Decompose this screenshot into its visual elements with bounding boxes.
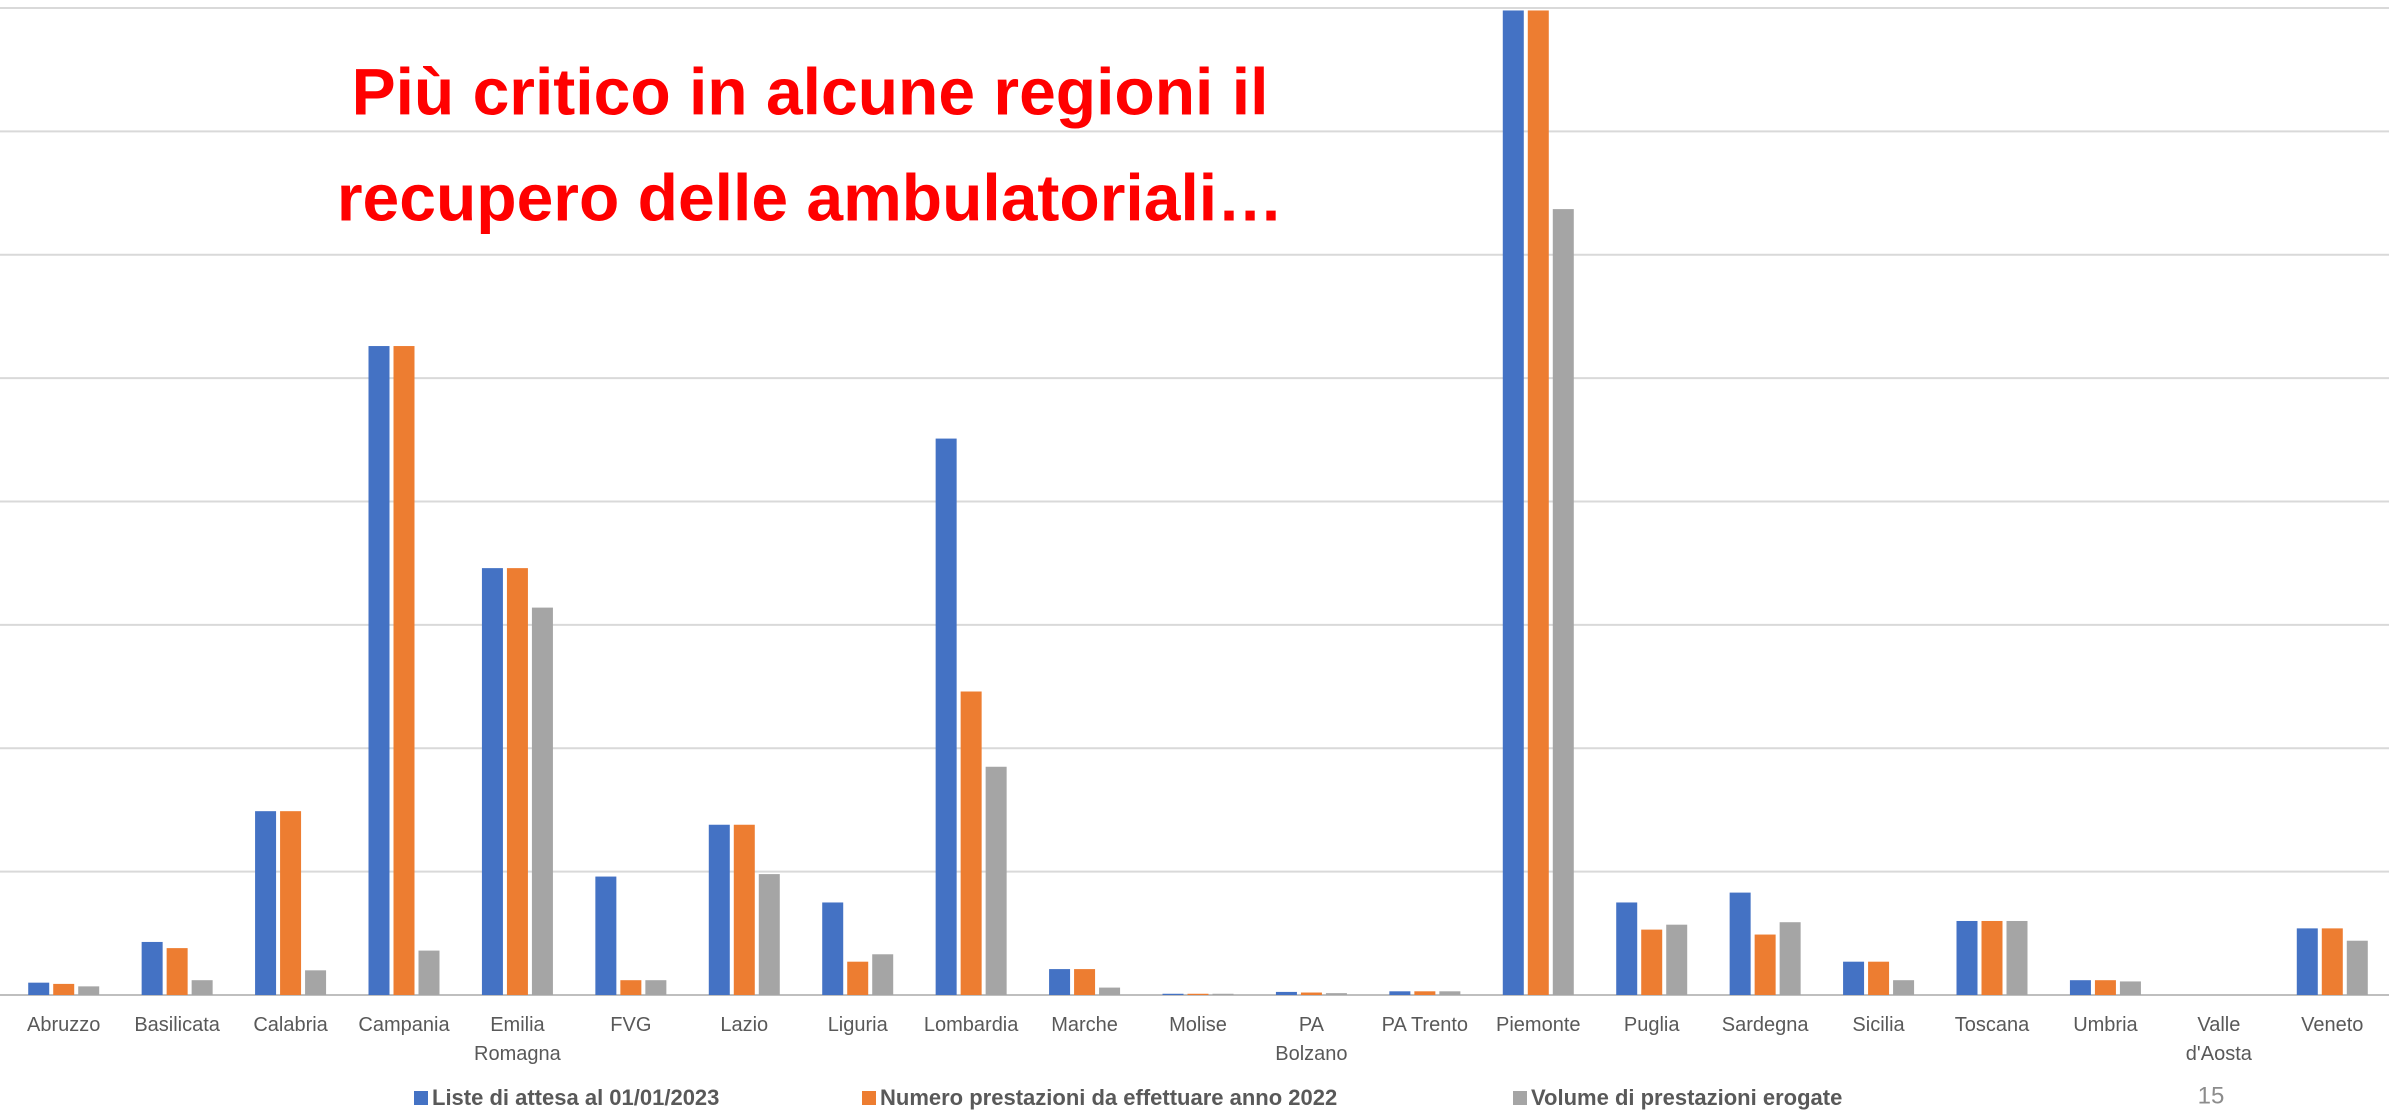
- bar: [78, 986, 100, 995]
- title-line: recupero delle ambulatoriali…: [337, 160, 1283, 234]
- bar: [255, 811, 277, 995]
- x-tick-label: Campania: [358, 1014, 450, 1036]
- bar: [1389, 991, 1411, 995]
- bar: [1893, 980, 1915, 995]
- bar: [1502, 10, 1524, 995]
- bar: [2094, 980, 2116, 995]
- bar: [1414, 991, 1436, 995]
- bar: [595, 876, 617, 995]
- bar: [53, 983, 75, 995]
- x-tick-label: Molise: [1169, 1014, 1227, 1036]
- bar: [985, 766, 1007, 995]
- bar: [847, 961, 869, 995]
- x-tick-label: Sicilia: [1852, 1014, 1905, 1036]
- x-tick-label: Lazio: [720, 1014, 769, 1036]
- x-tick-label: Sardegna: [1721, 1014, 1809, 1036]
- bar: [1527, 10, 1549, 995]
- bar: [2119, 981, 2141, 995]
- x-tick-label: Calabria: [253, 1014, 328, 1036]
- bar: [1666, 924, 1688, 995]
- bar: [1439, 991, 1461, 995]
- legend-label: Volume di prestazioni erogate: [1531, 1085, 1842, 1110]
- bar: [1868, 961, 1890, 995]
- bar: [1212, 993, 1234, 995]
- x-tick-label: Abruzzo: [27, 1014, 101, 1036]
- bar: [368, 346, 390, 995]
- bar: [280, 811, 302, 995]
- bar: [305, 970, 327, 995]
- bar: [1325, 993, 1347, 995]
- bar: [1074, 969, 1096, 995]
- bar: [1956, 920, 1978, 995]
- title-line: Più critico in alcune regioni il: [352, 54, 1269, 128]
- bar: [872, 954, 894, 995]
- x-tick-label: Puglia: [1623, 1014, 1680, 1036]
- bar: [1099, 987, 1121, 995]
- bar: [191, 980, 213, 995]
- x-tick-label: Veneto: [2301, 1014, 2364, 1036]
- bar: [141, 941, 163, 995]
- x-tick-label: Marche: [1051, 1014, 1118, 1036]
- x-tick-label: Liguria: [827, 1014, 888, 1036]
- bar: [2321, 928, 2343, 995]
- bar: [1616, 902, 1638, 995]
- x-tick-label: FVG: [610, 1014, 652, 1036]
- legend-label: Liste di attesa al 01/01/2023: [432, 1085, 719, 1110]
- bar: [645, 980, 667, 995]
- bar: [1843, 961, 1865, 995]
- legend-swatch: [862, 1091, 876, 1105]
- x-tick-label: Piemonte: [1496, 1014, 1581, 1036]
- x-tick-label: PA Bolzano: [1275, 1014, 1348, 1065]
- legend-swatch: [414, 1091, 428, 1105]
- bar: [393, 346, 415, 995]
- legend-swatch: [1513, 1091, 1527, 1105]
- bar: [1187, 993, 1209, 995]
- bar: [506, 568, 528, 995]
- x-tick-label: Umbria: [2073, 1014, 2138, 1036]
- bar: [2006, 920, 2028, 995]
- x-tick-label: Valle d'Aosta: [2185, 1014, 2252, 1065]
- bar: [418, 950, 440, 995]
- bar: [758, 874, 780, 995]
- bar: [1552, 209, 1574, 995]
- bar: [2346, 940, 2368, 995]
- bar: [2069, 980, 2091, 995]
- x-tick-label: Toscana: [1954, 1014, 2030, 1036]
- bar: [620, 980, 642, 995]
- page-number: 15: [2198, 1082, 2225, 1109]
- bar: [1049, 969, 1071, 995]
- bar: [1162, 993, 1184, 995]
- bar: [481, 568, 503, 995]
- bar: [1275, 991, 1297, 995]
- bar: [935, 438, 957, 995]
- bar: [28, 982, 50, 995]
- bar: [166, 948, 188, 995]
- bar: [531, 607, 553, 995]
- bar: [708, 824, 730, 995]
- bar: [822, 902, 844, 995]
- bar: [1754, 934, 1776, 995]
- x-tick-label: Basilicata: [134, 1014, 220, 1036]
- bar: [1729, 892, 1751, 995]
- x-tick-label: PA Trento: [1381, 1014, 1469, 1036]
- legend-label: Numero prestazioni da effettuare anno 20…: [880, 1085, 1337, 1110]
- bar: [2296, 928, 2318, 995]
- bar: [733, 824, 755, 995]
- bar: [1779, 922, 1801, 995]
- x-tick-label: Emilia Romagna: [474, 1014, 561, 1065]
- bar: [1641, 929, 1663, 995]
- bar: [960, 691, 982, 995]
- x-tick-label: Lombardia: [923, 1014, 1019, 1036]
- bar: [1981, 920, 2003, 995]
- bar: [1300, 992, 1322, 995]
